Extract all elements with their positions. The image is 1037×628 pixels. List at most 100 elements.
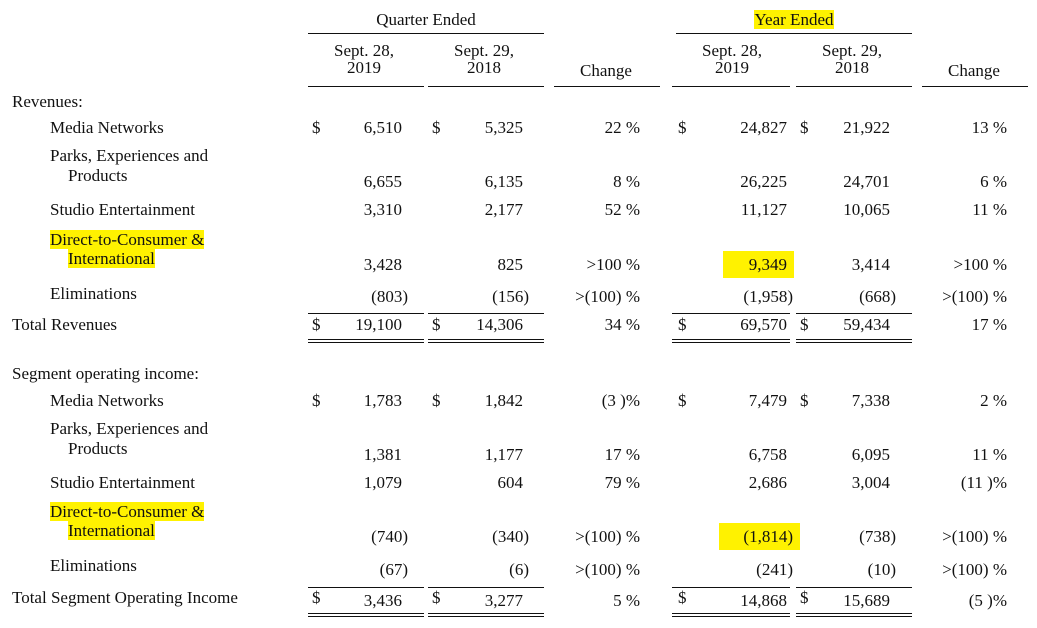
currency-symbol: $ [678, 315, 687, 334]
cell-change: 79 % [604, 473, 640, 492]
cell-value: 3,310 [363, 200, 402, 219]
row-label: Direct-to-Consumer & [50, 230, 205, 249]
cell-change: (5 )% [968, 591, 1007, 610]
cell-change: 17 % [604, 445, 640, 464]
row-label-total: Total Segment Operating Income [12, 588, 238, 607]
header-q-change: Change [580, 61, 632, 80]
cell-value: 24,827 [740, 118, 787, 137]
header-q-col1: Sept. 28, 2019 [334, 41, 394, 77]
row-label: Parks, Experiences and [50, 419, 209, 438]
total-double-rule [796, 613, 912, 617]
subtotal-rule [308, 587, 424, 588]
cell-value-highlighted: 9,349 [722, 251, 794, 278]
cell-value: 3,004 [851, 473, 890, 492]
header-underline [554, 86, 660, 87]
currency-symbol: $ [800, 391, 809, 410]
cell-change: >(100) % [942, 560, 1007, 579]
currency-symbol: $ [312, 315, 321, 334]
currency-symbol: $ [678, 118, 687, 137]
cell-change: >(100) % [575, 287, 640, 306]
cell-value: 2,686 [748, 473, 787, 492]
cell-change: >(100) % [942, 287, 1007, 306]
cell-value: (668) [859, 287, 896, 306]
row-label: Eliminations [50, 284, 137, 303]
cell-change: 11 % [972, 200, 1007, 219]
cell-change: 52 % [604, 200, 640, 219]
cell-value: (738) [859, 527, 896, 546]
cell-change: 8 % [613, 172, 640, 191]
cell-value: 1,381 [363, 445, 402, 464]
header-y-change: Change [948, 61, 1000, 80]
cell-value: (156) [492, 287, 529, 306]
row-label: Products [68, 166, 128, 185]
cell-value: 6,095 [851, 445, 890, 464]
total-double-rule [796, 339, 912, 343]
row-label: Parks, Experiences and [50, 146, 209, 165]
cell-value: 3,277 [484, 591, 523, 610]
header-y-col1: Sept. 28, 2019 [702, 41, 762, 77]
row-label: Studio Entertainment [50, 200, 195, 219]
row-label-total: Total Revenues [12, 315, 118, 334]
cell-value: 1,842 [484, 391, 523, 410]
cell-change: >(100) % [575, 560, 640, 579]
cell-change: 6 % [980, 172, 1007, 191]
subtotal-rule [672, 587, 790, 588]
cell-change: >(100) % [575, 527, 640, 546]
currency-symbol: $ [432, 315, 441, 334]
cell-change: 34 % [604, 315, 640, 334]
cell-value: 6,655 [363, 172, 402, 191]
header-rule-year [676, 33, 912, 34]
subtotal-rule [428, 587, 544, 588]
cell-value: (740) [371, 527, 408, 546]
cell-value: 3,436 [363, 591, 402, 610]
cell-value: 1,079 [363, 473, 402, 492]
cell-change: 13 % [971, 118, 1007, 137]
cell-change: >(100) % [942, 527, 1007, 546]
currency-symbol: $ [432, 118, 441, 137]
cell-value: 59,434 [843, 315, 890, 334]
total-double-rule [308, 339, 424, 343]
header-q-col2: Sept. 29, 2018 [454, 41, 514, 77]
cell-value: 1,783 [363, 391, 402, 410]
subtotal-rule [796, 587, 912, 588]
total-double-rule [672, 339, 790, 343]
row-label: Eliminations [50, 556, 137, 575]
header-year-ended: Year Ended [754, 10, 834, 29]
total-double-rule [308, 613, 424, 617]
cell-change: 2 % [980, 391, 1007, 410]
cell-value: (241) [756, 560, 793, 579]
currency-symbol: $ [678, 391, 687, 410]
row-label: Direct-to-Consumer & [50, 502, 205, 521]
currency-symbol: $ [678, 588, 687, 607]
header-rule-quarter [308, 33, 544, 34]
cell-value: 7,479 [748, 391, 787, 410]
cell-value-highlighted: (1,814) [719, 523, 800, 550]
cell-change: 22 % [604, 118, 640, 137]
cell-value: 3,428 [363, 255, 402, 274]
cell-value: 6,510 [363, 118, 402, 137]
header-y-col2: Sept. 29, 2018 [822, 41, 882, 77]
header-underline [672, 86, 790, 87]
header-underline [922, 86, 1028, 87]
currency-symbol: $ [312, 391, 321, 410]
cell-change: (3 )% [601, 391, 640, 410]
cell-value: 10,065 [843, 200, 890, 219]
cell-value: 6,135 [484, 172, 523, 191]
cell-value: (340) [492, 527, 529, 546]
cell-value: 19,100 [355, 315, 402, 334]
cell-change: 17 % [971, 315, 1007, 334]
cell-value: 14,306 [476, 315, 523, 334]
currency-symbol: $ [432, 391, 441, 410]
total-double-rule [672, 613, 790, 617]
subtotal-rule [308, 313, 424, 314]
row-label: Studio Entertainment [50, 473, 195, 492]
row-label: Products [68, 439, 128, 458]
cell-change: (11 )% [960, 473, 1007, 492]
section-segment-operating-income: Segment operating income: [12, 364, 199, 383]
currency-symbol: $ [312, 588, 321, 607]
total-double-rule [428, 339, 544, 343]
total-double-rule [428, 613, 544, 617]
cell-value: 2,177 [484, 200, 523, 219]
section-revenues: Revenues: [12, 92, 83, 111]
header-quarter-ended: Quarter Ended [376, 10, 476, 29]
